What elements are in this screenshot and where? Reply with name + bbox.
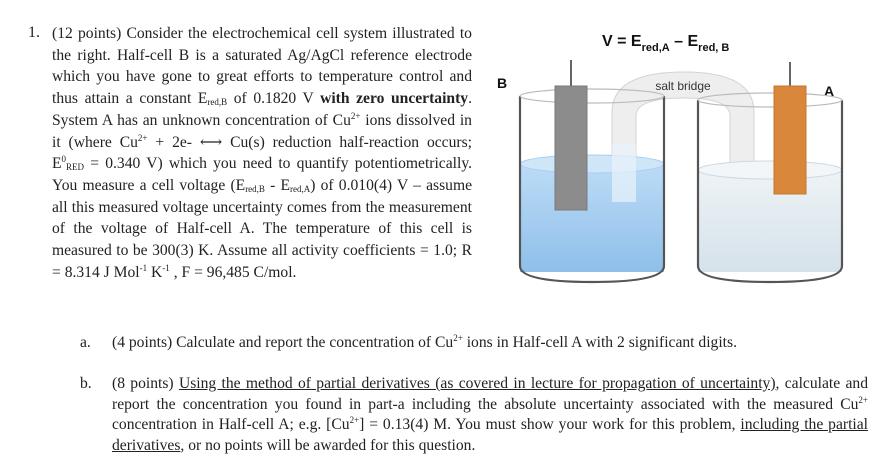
- question-text-part: + 2e- ⟷ Cu(s) reduction half-reaction oc…: [52, 133, 472, 173]
- subscript: RED: [66, 162, 85, 173]
- part-b-text-part: , calculate and report the concentration…: [112, 375, 868, 413]
- superscript: 2+: [137, 132, 148, 143]
- question-text-part: of 0.1820 V: [227, 90, 321, 108]
- beaker-A: [696, 92, 844, 284]
- eq-minus: – E: [670, 33, 699, 50]
- electrode-A: [773, 62, 807, 195]
- part-a-text: (4 points) Calculate and report the conc…: [112, 333, 868, 354]
- eq-V: V = E: [602, 33, 642, 50]
- svg-text:V = Ered,A – Ered, B: V = Ered,A – Ered, B: [602, 33, 729, 54]
- superscript: 2+: [350, 110, 361, 121]
- superscript: 2+: [349, 415, 360, 425]
- question-text-part: ions dissolved in it (where Cu: [52, 111, 472, 151]
- part-b-text: (8 points) Using the method of partial d…: [112, 374, 868, 456]
- underlined-text: Using the method of partial derivatives …: [178, 375, 776, 392]
- part-b-text-part: (8 points): [112, 375, 179, 392]
- electrode-B: [554, 60, 588, 211]
- question-text-part: , F = 96,485 C/mol.: [169, 263, 297, 281]
- eq-subscript-b: red, B: [698, 42, 729, 54]
- part-b-text-part: concentration in Half-cell A; e.g. [Cu: [112, 416, 350, 433]
- cell-voltage-equation: V = Ered,A – Ered, B: [602, 33, 729, 54]
- question-text-part: . System A has an unknown concentration …: [52, 90, 472, 129]
- eq-subscript-a: red,A: [642, 42, 670, 54]
- part-b-label: b.: [80, 375, 92, 392]
- question-number: 1.: [28, 24, 40, 41]
- subscript: red,B: [245, 183, 265, 194]
- subscript: red,A: [290, 183, 311, 194]
- question-text-part: = 0.340 V) which you need to quantify po…: [52, 155, 472, 194]
- part-b-text-part: ] = 0.13(4) M. You must show your work f…: [359, 416, 741, 433]
- label-A: A: [824, 83, 834, 99]
- question-text-part: - E: [264, 176, 291, 194]
- question-text: (12 points) Consider the electrochemical…: [52, 23, 472, 283]
- question-text-part: K: [147, 263, 163, 281]
- part-a-text-part: (4 points) Calculate and report the conc…: [112, 334, 454, 351]
- superscript: 0: [61, 154, 67, 165]
- question-text-part: Consider the electrochemical cell system…: [52, 25, 472, 108]
- part-a-text-part: ions in Half-cell A with 2 significant d…: [462, 334, 737, 351]
- subscript: red,B: [207, 97, 228, 108]
- superscript: 2+: [453, 333, 463, 343]
- bold-emphasis: with zero uncertainty: [320, 90, 469, 108]
- question-points: (12 points): [52, 25, 122, 42]
- beaker-B: [518, 88, 666, 284]
- superscript: 2+: [858, 394, 868, 405]
- electrochemical-cell-figure: V = Ered,A – Ered, B B A salt bridge: [497, 33, 844, 284]
- question-text-part: ) of 0.010(4) V – assume all this measur…: [52, 176, 473, 281]
- part-b-text-part: , or no points will be awarded for this …: [180, 436, 476, 454]
- superscript: -1: [139, 262, 148, 273]
- superscript: -1: [162, 262, 170, 273]
- underlined-text: including the partial derivatives: [112, 416, 868, 454]
- salt-bridge-label: salt bridge: [655, 79, 711, 93]
- part-a-label: a.: [80, 334, 91, 351]
- label-B: B: [497, 75, 507, 91]
